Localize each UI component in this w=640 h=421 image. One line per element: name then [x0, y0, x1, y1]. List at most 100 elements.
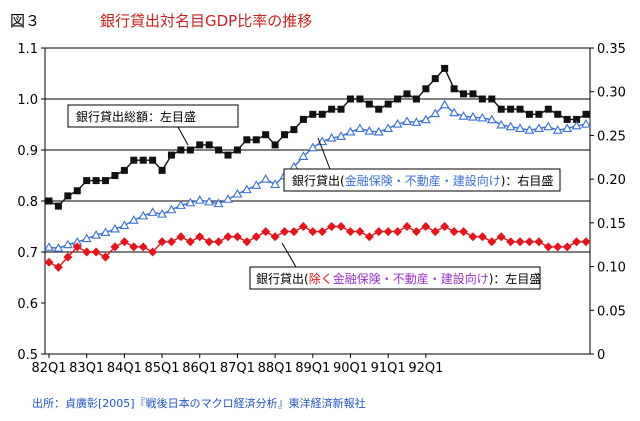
- data-point-excl: [364, 232, 374, 242]
- data-point-incl: [223, 194, 233, 203]
- annotation-excl-box: [249, 266, 541, 290]
- left-tick-label: 0.7: [17, 246, 38, 261]
- data-point-excl: [138, 242, 148, 252]
- data-point-excl: [327, 222, 337, 231]
- data-point-total: [196, 141, 204, 149]
- annotation-excl-part: )：左目盛: [489, 271, 542, 286]
- x-tick-label: 88Q1: [258, 361, 293, 376]
- data-point-incl: [81, 233, 92, 243]
- data-point-total: [365, 100, 373, 108]
- data-point-excl: [534, 237, 544, 247]
- series-line-excl: [48, 225, 586, 269]
- data-point-incl: [420, 114, 431, 124]
- data-point-total: [525, 110, 533, 118]
- data-point-incl: [345, 126, 356, 136]
- data-point-incl: [524, 125, 535, 134]
- data-point-excl: [119, 237, 129, 247]
- data-point-total: [252, 136, 260, 144]
- series-line-total: [48, 67, 587, 207]
- data-point-incl: [157, 209, 168, 218]
- data-point-total: [299, 115, 307, 123]
- data-point-excl: [345, 227, 355, 237]
- data-point-excl: [166, 237, 176, 247]
- data-point-excl: [185, 237, 195, 247]
- data-point-total: [271, 141, 279, 149]
- data-point-incl: [175, 200, 186, 209]
- data-point-incl: [562, 123, 573, 132]
- data-point-incl: [402, 116, 412, 125]
- data-point-incl: [496, 119, 507, 129]
- data-point-excl: [440, 222, 450, 231]
- data-point-excl: [336, 222, 346, 231]
- data-point-excl: [214, 237, 224, 247]
- data-point-total: [186, 146, 194, 154]
- data-point-incl: [326, 132, 337, 142]
- data-point-total: [469, 90, 477, 98]
- data-point-incl: [204, 196, 215, 206]
- data-point-total: [224, 151, 232, 159]
- data-point-excl: [506, 237, 516, 247]
- data-point-incl: [552, 125, 563, 134]
- annotation-excl-part: 金融保険・不動産・建設向け: [333, 271, 489, 286]
- data-point-incl: [477, 112, 488, 122]
- data-point-excl: [430, 227, 440, 237]
- data-point-total: [328, 105, 336, 113]
- data-point-incl: [100, 227, 111, 237]
- data-point-total: [120, 166, 128, 174]
- data-point-total: [441, 64, 449, 72]
- data-point-total: [149, 156, 157, 164]
- data-point-total: [544, 105, 552, 113]
- data-point-excl: [232, 232, 242, 242]
- data-point-total: [460, 90, 468, 98]
- data-point-excl: [289, 227, 299, 237]
- data-point-incl: [185, 197, 196, 207]
- data-point-incl: [458, 111, 469, 120]
- data-point-excl: [421, 222, 431, 231]
- data-point-incl: [533, 123, 544, 132]
- data-point-incl: [251, 180, 262, 189]
- data-point-total: [233, 146, 241, 154]
- data-point-excl: [553, 242, 563, 252]
- annotation-total: 銀行貸出総額：左目盛: [67, 104, 239, 146]
- data-point-incl: [260, 174, 271, 183]
- left-tick-label: 0.8: [17, 195, 38, 210]
- data-point-incl: [307, 142, 318, 152]
- annotation-incl: 銀行貸出(金融保険・不動産・建設向け)：右目盛: [283, 137, 561, 192]
- data-point-incl: [515, 123, 526, 132]
- data-point-excl: [157, 237, 167, 247]
- data-point-excl: [543, 242, 553, 252]
- data-point-total: [262, 131, 270, 139]
- data-point-total: [535, 110, 543, 118]
- data-point-total: [130, 156, 138, 164]
- data-point-excl: [374, 227, 384, 237]
- data-point-excl: [308, 227, 318, 237]
- data-point-excl: [581, 237, 591, 247]
- data-point-total: [73, 187, 81, 195]
- data-point-incl: [147, 207, 158, 216]
- data-point-incl: [298, 151, 309, 160]
- data-point-incl: [62, 239, 73, 249]
- data-point-incl: [449, 107, 460, 117]
- data-point-excl: [261, 227, 271, 237]
- annotation-total-box: [67, 104, 239, 128]
- data-point-total: [139, 156, 147, 164]
- data-point-excl: [477, 232, 487, 242]
- data-point-incl: [411, 117, 422, 126]
- data-point-excl: [195, 232, 205, 242]
- annotation-incl-part: )：右目盛: [501, 173, 554, 188]
- data-point-total: [111, 172, 119, 179]
- data-point-incl: [373, 126, 384, 136]
- left-tick-label: 1.1: [17, 42, 38, 57]
- data-point-incl: [571, 120, 582, 130]
- data-point-total: [64, 192, 72, 200]
- data-point-excl: [468, 232, 478, 242]
- annotation-total-label: 銀行貸出総額：左目盛: [76, 109, 196, 124]
- left-tick-label: 0.5: [17, 348, 38, 363]
- annotation-incl-label: 銀行貸出(金融保険・不動産・建設向け)：右目盛: [292, 173, 553, 188]
- data-point-incl: [91, 229, 102, 239]
- right-tick-label: 0.35: [597, 42, 626, 57]
- data-point-incl: [128, 215, 139, 224]
- data-point-excl: [53, 262, 63, 272]
- annotation-total-leader: [177, 126, 189, 146]
